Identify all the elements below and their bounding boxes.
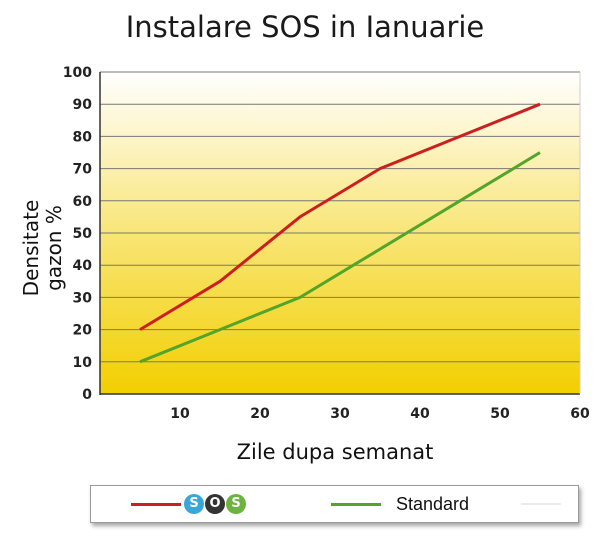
series-line-standard: [139, 151, 541, 364]
y-tick-label-10: 10: [73, 355, 93, 371]
x-tick-label-20: 20: [250, 406, 270, 422]
y-tick-label-50: 50: [73, 226, 93, 242]
y-tick-label-40: 40: [73, 258, 93, 274]
y-tick-label-30: 30: [73, 290, 93, 306]
y-tick-label-80: 80: [73, 129, 93, 145]
legend-sos-line: [131, 503, 181, 506]
sos-logo-letter-1: S: [184, 494, 204, 514]
sos-logo-letter-3: S: [226, 494, 246, 514]
y-tick-label-0: 0: [82, 387, 92, 403]
legend-standard-line: [331, 503, 381, 506]
y-tick-label-70: 70: [73, 162, 93, 178]
y-tick-label-60: 60: [73, 194, 93, 210]
y-tick-label-100: 100: [63, 65, 92, 81]
x-tick-label-10: 10: [170, 406, 190, 422]
chart-title: Instalare SOS in Ianuarie: [125, 10, 485, 44]
series-line-sos: [139, 102, 541, 331]
sos-logo-letter-2: O: [205, 494, 225, 514]
x-tick-label-60: 60: [570, 406, 590, 422]
y-tick-label-90: 90: [73, 97, 93, 113]
y-tick-label-20: 20: [73, 323, 93, 339]
x-tick-label-40: 40: [410, 406, 430, 422]
legend: S O S Standard: [90, 485, 579, 523]
sos-logo: S O S: [184, 494, 247, 514]
x-axis-label: Zile dupa semanat: [236, 440, 434, 464]
legend-standard-label: Standard: [396, 494, 470, 514]
x-tick-label-50: 50: [490, 406, 510, 422]
x-tick-label-30: 30: [330, 406, 350, 422]
legend-empty-entry: [521, 503, 561, 505]
